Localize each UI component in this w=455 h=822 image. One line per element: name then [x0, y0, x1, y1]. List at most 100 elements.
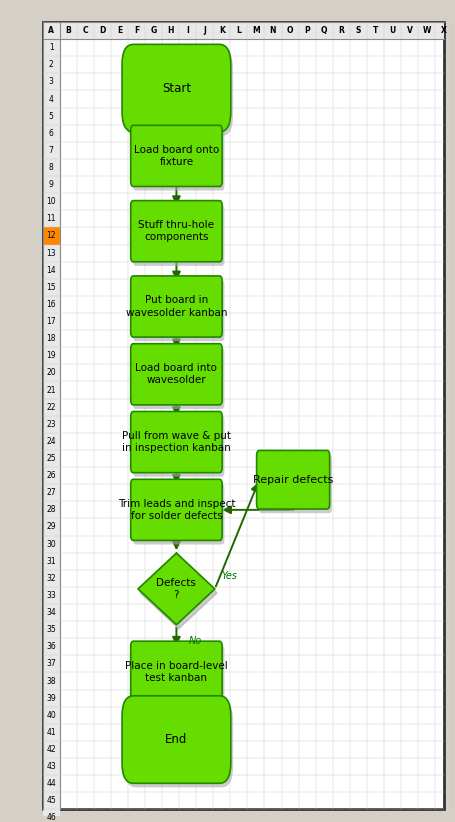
Text: 37: 37 — [46, 659, 56, 668]
FancyBboxPatch shape — [43, 39, 60, 56]
Text: Trim leads and inspect
for solder defects: Trim leads and inspect for solder defect… — [118, 499, 235, 521]
Text: Load board onto
fixture: Load board onto fixture — [134, 145, 219, 167]
Text: T: T — [373, 26, 378, 35]
FancyBboxPatch shape — [133, 348, 224, 409]
FancyBboxPatch shape — [43, 690, 60, 707]
FancyBboxPatch shape — [43, 142, 60, 159]
Text: 42: 42 — [46, 745, 56, 754]
FancyBboxPatch shape — [131, 412, 222, 473]
FancyBboxPatch shape — [259, 455, 332, 513]
FancyBboxPatch shape — [131, 276, 222, 337]
Text: A: A — [48, 26, 54, 35]
Text: J: J — [203, 26, 206, 35]
Text: S: S — [356, 26, 361, 35]
Text: Start: Start — [162, 81, 191, 95]
Text: 24: 24 — [46, 436, 56, 446]
FancyBboxPatch shape — [43, 587, 60, 604]
Text: 19: 19 — [46, 351, 56, 360]
Text: 40: 40 — [46, 711, 56, 720]
FancyBboxPatch shape — [43, 621, 60, 638]
FancyBboxPatch shape — [43, 810, 60, 822]
Text: Repair defects: Repair defects — [253, 475, 334, 485]
FancyBboxPatch shape — [257, 450, 329, 509]
FancyBboxPatch shape — [43, 792, 60, 810]
Text: P: P — [304, 26, 310, 35]
FancyBboxPatch shape — [43, 672, 60, 690]
Text: I: I — [186, 26, 189, 35]
FancyBboxPatch shape — [43, 535, 60, 552]
FancyBboxPatch shape — [133, 280, 224, 341]
Text: 10: 10 — [46, 197, 56, 206]
Text: 32: 32 — [46, 574, 56, 583]
Polygon shape — [140, 557, 217, 629]
Text: R: R — [339, 26, 344, 35]
Text: Load board into
wavesolder: Load board into wavesolder — [136, 363, 217, 386]
FancyBboxPatch shape — [43, 484, 60, 501]
FancyBboxPatch shape — [122, 44, 231, 132]
FancyBboxPatch shape — [43, 450, 60, 467]
Text: 41: 41 — [46, 727, 56, 737]
FancyBboxPatch shape — [131, 479, 222, 540]
Text: M: M — [252, 26, 260, 35]
FancyBboxPatch shape — [43, 552, 60, 570]
FancyBboxPatch shape — [43, 758, 60, 775]
FancyBboxPatch shape — [43, 724, 60, 741]
Text: N: N — [270, 26, 276, 35]
Text: 21: 21 — [46, 386, 56, 395]
FancyBboxPatch shape — [43, 381, 60, 399]
FancyBboxPatch shape — [43, 176, 60, 193]
Text: 26: 26 — [46, 471, 56, 480]
FancyBboxPatch shape — [133, 205, 224, 266]
Text: Stuff thru-hole
components: Stuff thru-hole components — [138, 220, 214, 242]
FancyBboxPatch shape — [43, 330, 60, 347]
Text: 6: 6 — [49, 129, 54, 138]
FancyBboxPatch shape — [43, 399, 60, 416]
FancyBboxPatch shape — [43, 245, 60, 261]
Text: V: V — [407, 26, 412, 35]
Text: K: K — [219, 26, 225, 35]
Text: 3: 3 — [49, 77, 54, 86]
FancyBboxPatch shape — [131, 201, 222, 261]
Text: 30: 30 — [46, 539, 56, 548]
Text: 34: 34 — [46, 608, 56, 617]
FancyBboxPatch shape — [43, 193, 60, 210]
Text: 12: 12 — [46, 232, 56, 241]
FancyBboxPatch shape — [43, 56, 60, 73]
FancyBboxPatch shape — [43, 22, 60, 810]
FancyBboxPatch shape — [124, 48, 233, 136]
FancyBboxPatch shape — [43, 655, 60, 672]
Text: G: G — [151, 26, 157, 35]
FancyBboxPatch shape — [124, 700, 233, 787]
FancyBboxPatch shape — [43, 90, 60, 108]
FancyBboxPatch shape — [131, 125, 222, 187]
Text: Place in board-level
test kanban: Place in board-level test kanban — [125, 661, 228, 683]
Text: 23: 23 — [46, 420, 56, 429]
FancyBboxPatch shape — [43, 416, 60, 433]
Text: 15: 15 — [46, 283, 56, 292]
Text: 9: 9 — [49, 180, 54, 189]
FancyBboxPatch shape — [43, 604, 60, 621]
FancyBboxPatch shape — [133, 483, 224, 544]
FancyBboxPatch shape — [133, 129, 224, 191]
Text: No: No — [189, 636, 202, 646]
Text: 8: 8 — [49, 163, 54, 172]
Text: 18: 18 — [46, 335, 56, 344]
FancyBboxPatch shape — [43, 570, 60, 587]
Text: C: C — [82, 26, 88, 35]
FancyBboxPatch shape — [43, 261, 60, 279]
Text: 31: 31 — [46, 556, 56, 566]
FancyBboxPatch shape — [43, 707, 60, 724]
Text: Yes: Yes — [221, 571, 237, 581]
FancyBboxPatch shape — [43, 279, 60, 296]
Text: 17: 17 — [46, 317, 56, 326]
FancyBboxPatch shape — [43, 467, 60, 484]
Text: 14: 14 — [46, 266, 56, 275]
FancyBboxPatch shape — [43, 638, 60, 655]
FancyBboxPatch shape — [43, 433, 60, 450]
FancyBboxPatch shape — [43, 775, 60, 792]
Text: H: H — [167, 26, 174, 35]
Text: X: X — [441, 26, 446, 35]
FancyBboxPatch shape — [133, 416, 224, 477]
Text: 25: 25 — [46, 454, 56, 463]
FancyBboxPatch shape — [43, 501, 60, 519]
